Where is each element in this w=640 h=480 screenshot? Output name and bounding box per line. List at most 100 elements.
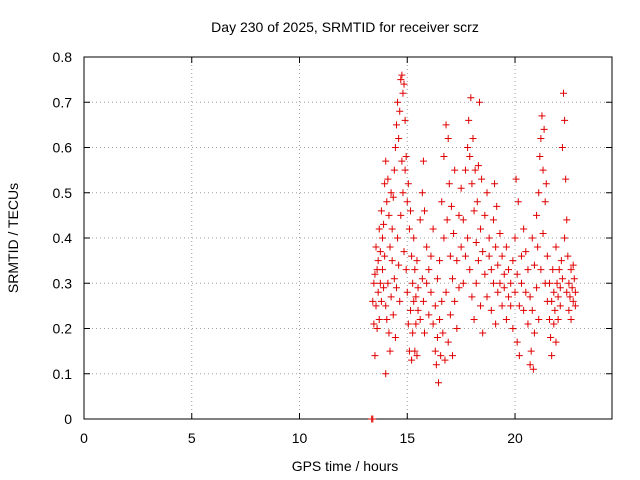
data-point	[507, 302, 515, 310]
data-point	[377, 297, 385, 305]
data-point	[385, 329, 393, 337]
data-point	[512, 175, 520, 183]
data-point	[404, 180, 412, 188]
data-point	[378, 234, 386, 242]
data-point	[403, 198, 411, 206]
data-point	[392, 284, 400, 292]
data-point	[384, 175, 392, 183]
data-point	[399, 189, 407, 197]
data-point	[465, 116, 473, 124]
data-point	[431, 302, 439, 310]
data-point	[511, 234, 519, 242]
data-point	[528, 234, 536, 242]
data-point	[555, 266, 563, 274]
data-point	[541, 198, 549, 206]
data-point	[496, 229, 504, 237]
data-point	[382, 157, 390, 165]
data-point	[455, 284, 463, 292]
data-point	[416, 315, 424, 323]
data-point	[425, 311, 433, 319]
data-point	[453, 257, 461, 265]
data-point	[383, 198, 391, 206]
data-point	[487, 306, 495, 314]
data-point	[571, 302, 579, 310]
y-tick-label: 0.7	[53, 94, 73, 110]
data-point	[398, 71, 406, 79]
data-point	[535, 189, 543, 197]
data-point	[520, 225, 528, 233]
data-point	[389, 311, 397, 319]
data-point	[470, 315, 478, 323]
data-point	[479, 329, 487, 337]
data-point	[535, 315, 543, 323]
data-point	[513, 270, 521, 278]
data-point	[493, 202, 501, 210]
data-point	[405, 225, 413, 233]
data-point	[485, 252, 493, 260]
data-point	[370, 320, 378, 328]
data-point	[517, 252, 525, 260]
data-point	[378, 266, 386, 274]
data-point	[433, 334, 441, 342]
data-point	[441, 356, 449, 364]
data-point	[370, 279, 378, 287]
data-point	[413, 257, 421, 265]
data-point	[567, 315, 575, 323]
data-point	[524, 266, 532, 274]
data-point	[466, 266, 474, 274]
data-point	[406, 207, 414, 215]
data-point	[511, 288, 519, 296]
data-point	[550, 288, 558, 296]
data-point	[461, 252, 469, 260]
data-point	[400, 80, 408, 88]
data-point	[438, 297, 446, 305]
data-point	[562, 175, 570, 183]
data-point	[436, 257, 444, 265]
data-point	[431, 347, 439, 355]
data-point	[481, 270, 489, 278]
data-point	[445, 180, 453, 188]
data-point	[556, 302, 564, 310]
data-point	[563, 216, 571, 224]
data-point	[492, 243, 500, 251]
data-point	[464, 144, 472, 151]
data-point	[478, 175, 486, 183]
data-point	[527, 347, 535, 355]
data-point	[375, 315, 383, 323]
data-point	[472, 239, 480, 247]
data-point	[395, 134, 403, 142]
data-point	[394, 98, 402, 106]
y-tick-label: 0.3	[53, 275, 73, 291]
data-point	[558, 275, 566, 283]
data-point	[568, 284, 576, 292]
data-point	[380, 220, 388, 228]
data-point	[492, 320, 500, 328]
data-point	[402, 266, 410, 274]
data-point	[391, 144, 399, 151]
data-point	[542, 180, 550, 188]
data-point	[571, 288, 579, 296]
data-point	[487, 266, 495, 274]
data-point	[374, 288, 382, 296]
data-point	[528, 306, 536, 314]
data-point	[539, 229, 547, 237]
data-point	[564, 252, 572, 260]
data-point	[387, 293, 395, 301]
data-point	[375, 225, 383, 233]
data-point	[498, 302, 506, 310]
data-point	[414, 306, 422, 314]
data-point	[440, 234, 448, 242]
data-point	[401, 166, 409, 174]
data-point	[391, 334, 399, 342]
data-point	[427, 288, 435, 296]
data-point	[543, 252, 551, 260]
data-point	[569, 261, 577, 269]
data-point	[563, 288, 571, 296]
x-tick-label: 20	[507, 430, 523, 446]
data-point	[468, 293, 476, 301]
data-point	[468, 180, 476, 188]
data-point	[565, 306, 573, 314]
data-point	[530, 329, 538, 337]
data-point	[388, 257, 396, 265]
